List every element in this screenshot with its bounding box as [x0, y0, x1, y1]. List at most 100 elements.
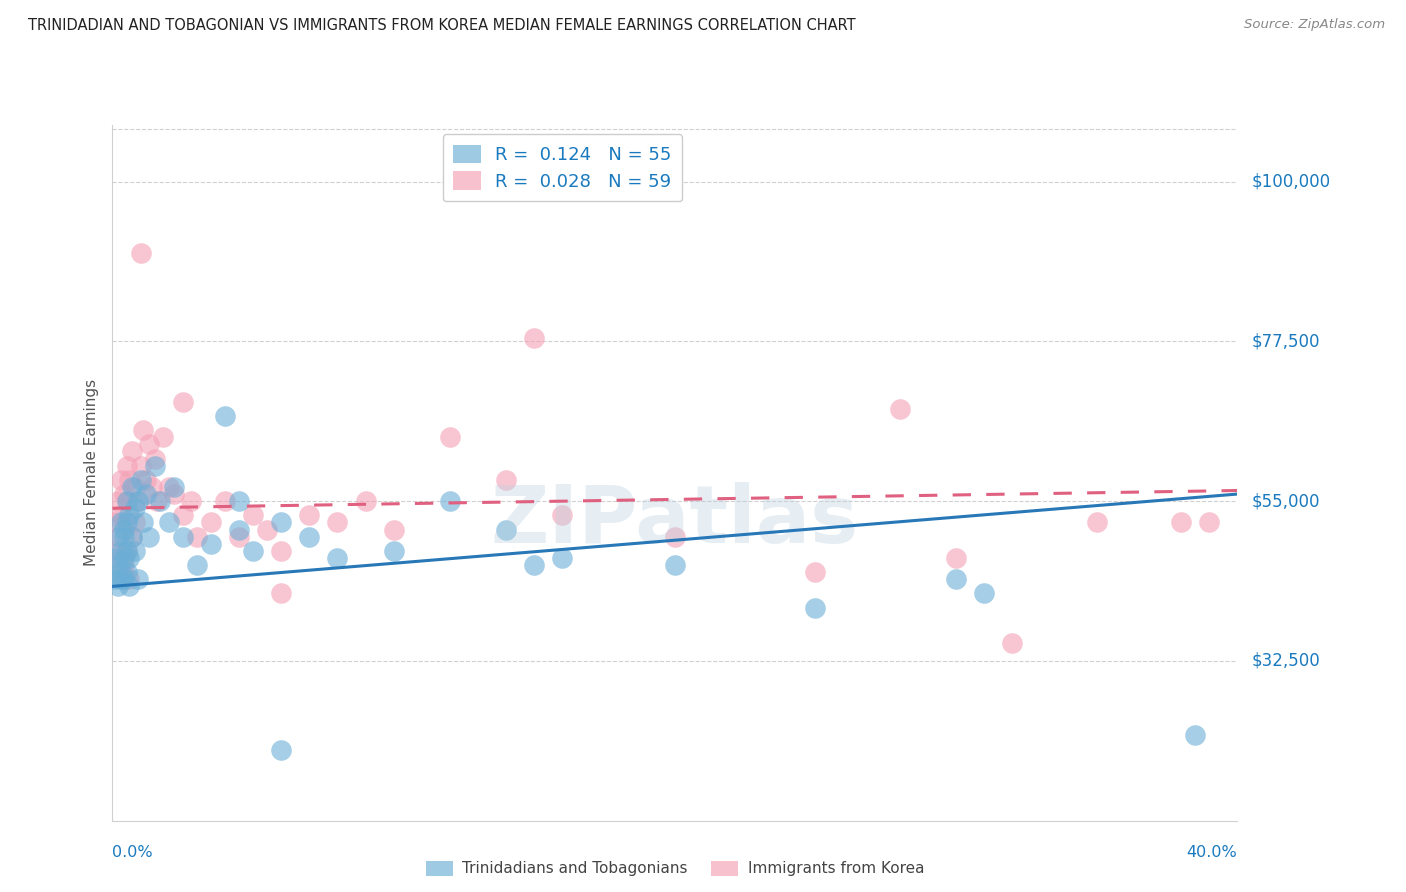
Text: $77,500: $77,500 — [1251, 333, 1320, 351]
Point — [270, 516, 292, 530]
Point — [804, 600, 827, 615]
Text: $100,000: $100,000 — [1251, 173, 1330, 191]
Point — [1198, 516, 1220, 530]
Point — [115, 544, 138, 558]
Point — [129, 245, 152, 260]
Point — [326, 551, 349, 566]
Text: $55,000: $55,000 — [1251, 492, 1320, 510]
Point — [107, 530, 129, 544]
Point — [157, 480, 180, 494]
Point — [1085, 516, 1108, 530]
Point — [228, 523, 250, 537]
Text: TRINIDADIAN AND TOBAGONIAN VS IMMIGRANTS FROM KOREA MEDIAN FEMALE EARNINGS CORRE: TRINIDADIAN AND TOBAGONIAN VS IMMIGRANTS… — [28, 18, 856, 33]
Point — [523, 331, 546, 345]
Point — [172, 508, 194, 523]
Y-axis label: Median Female Earnings: Median Female Earnings — [83, 379, 98, 566]
Point — [135, 487, 157, 501]
Point — [112, 572, 135, 586]
Point — [115, 565, 138, 579]
Point — [127, 494, 149, 508]
Point — [127, 572, 149, 586]
Point — [804, 565, 827, 579]
Point — [256, 523, 278, 537]
Point — [1001, 636, 1024, 650]
Point — [132, 516, 155, 530]
Point — [118, 579, 141, 593]
Point — [439, 430, 461, 444]
Point — [326, 516, 349, 530]
Point — [107, 558, 129, 572]
Point — [149, 494, 172, 508]
Point — [121, 480, 143, 494]
Point — [228, 494, 250, 508]
Point — [110, 572, 132, 586]
Point — [110, 473, 132, 487]
Point — [115, 516, 138, 530]
Point — [124, 516, 146, 530]
Point — [242, 508, 264, 523]
Point — [104, 572, 127, 586]
Point — [110, 516, 132, 530]
Point — [118, 473, 141, 487]
Point — [110, 551, 132, 566]
Text: 0.0%: 0.0% — [112, 846, 153, 861]
Point — [143, 458, 166, 473]
Point — [1184, 728, 1206, 742]
Point — [551, 508, 574, 523]
Point — [110, 544, 132, 558]
Point — [118, 551, 141, 566]
Point — [138, 437, 160, 451]
Text: 40.0%: 40.0% — [1187, 846, 1237, 861]
Point — [242, 544, 264, 558]
Point — [228, 530, 250, 544]
Point — [107, 494, 129, 508]
Point — [129, 458, 152, 473]
Point — [112, 530, 135, 544]
Point — [118, 508, 141, 523]
Point — [163, 487, 186, 501]
Point — [115, 494, 138, 508]
Point — [270, 742, 292, 756]
Point — [551, 551, 574, 566]
Point — [110, 508, 132, 523]
Point — [115, 494, 138, 508]
Point — [889, 401, 911, 416]
Point — [135, 473, 157, 487]
Point — [141, 480, 163, 494]
Point — [104, 551, 127, 566]
Point — [121, 530, 143, 544]
Point — [523, 558, 546, 572]
Point — [115, 458, 138, 473]
Point — [112, 523, 135, 537]
Point — [664, 530, 686, 544]
Point — [270, 586, 292, 600]
Point — [112, 516, 135, 530]
Point — [186, 558, 208, 572]
Point — [104, 544, 127, 558]
Point — [124, 501, 146, 516]
Point — [945, 572, 967, 586]
Point — [664, 558, 686, 572]
Point — [143, 451, 166, 466]
Point — [1170, 516, 1192, 530]
Text: ZIPatlas: ZIPatlas — [491, 483, 859, 560]
Point — [107, 530, 129, 544]
Point — [973, 586, 995, 600]
Point — [172, 394, 194, 409]
Legend: Trinidadians and Tobagonians, Immigrants from Korea: Trinidadians and Tobagonians, Immigrants… — [419, 855, 931, 882]
Point — [107, 565, 129, 579]
Point — [152, 430, 174, 444]
Point — [107, 579, 129, 593]
Point — [127, 494, 149, 508]
Point — [354, 494, 377, 508]
Text: Source: ZipAtlas.com: Source: ZipAtlas.com — [1244, 18, 1385, 31]
Point — [382, 523, 405, 537]
Point — [121, 530, 143, 544]
Point — [382, 544, 405, 558]
Point — [121, 444, 143, 458]
Point — [214, 409, 236, 423]
Point — [124, 544, 146, 558]
Point — [214, 494, 236, 508]
Point — [495, 523, 517, 537]
Point — [129, 473, 152, 487]
